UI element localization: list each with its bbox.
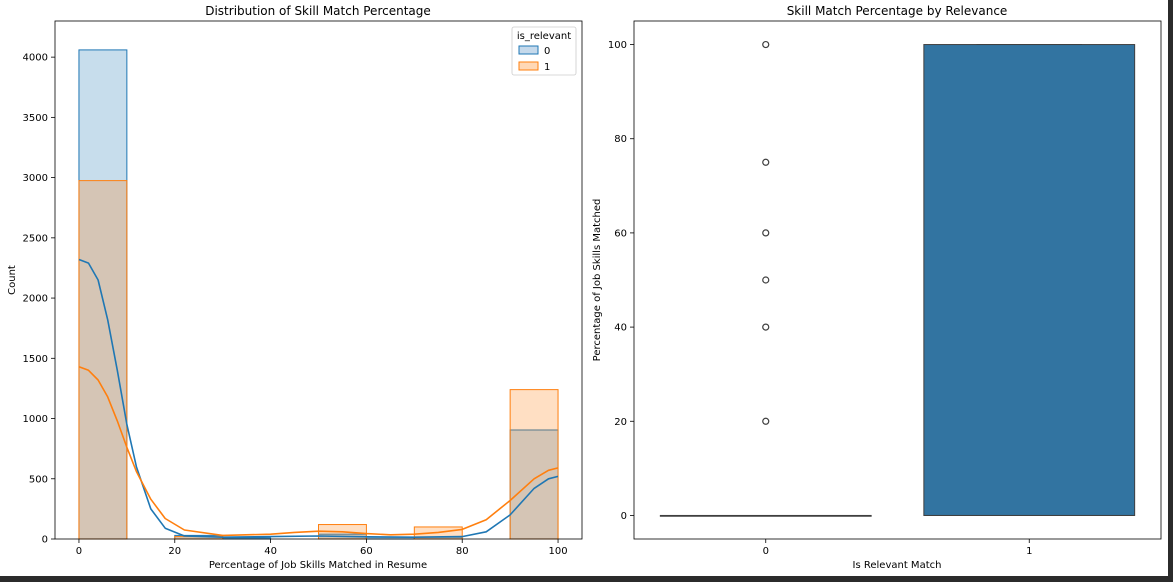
hist-x-label: Percentage of Job Skills Matched in Resu…	[209, 560, 427, 571]
legend-swatch-0	[518, 45, 539, 55]
hist-x-tick-label: 60	[360, 546, 373, 557]
hist-x-tick-label: 100	[548, 546, 567, 557]
window-bottom-edge	[0, 576, 1173, 582]
window-right-edge	[1168, 0, 1173, 576]
hist-bar-1	[509, 389, 559, 540]
hist-title: Distribution of Skill Match Percentage	[205, 4, 431, 18]
hist-x-ticks: 0 20 40 60 80 100	[76, 539, 568, 557]
legend: is_relevant 0 1	[511, 26, 577, 76]
box-y-label: Percentage of Job Skills Matched	[592, 199, 603, 362]
box-y-tick-label: 20	[614, 417, 627, 428]
box-plot-frame	[633, 20, 1162, 540]
hist-y-tick-label: 2000	[23, 294, 48, 305]
hist-bars	[78, 49, 559, 540]
hist-y-ticks: 0 500 1000 1500 2000 2500 3000 3500 4000	[23, 53, 55, 546]
box-marks	[659, 40, 1136, 517]
box-outlier-0	[762, 276, 770, 284]
hist-x-tick-label: 40	[264, 546, 277, 557]
hist-y-tick-label: 1000	[23, 414, 48, 425]
box-outlier-0	[762, 229, 770, 237]
hist-x-tick-label: 20	[168, 546, 181, 557]
legend-label-1: 1	[544, 62, 550, 73]
legend-title: is_relevant	[517, 31, 571, 42]
hist-kde-line-0	[78, 258, 559, 538]
hist-kde-line-1	[78, 365, 559, 537]
box-y-tick-label: 60	[614, 228, 627, 239]
box-outlier-0	[762, 40, 770, 49]
hist-y-tick-label: 1500	[23, 354, 48, 365]
box-y-tick-label: 40	[614, 323, 627, 334]
hist-y-label: Count	[7, 265, 18, 295]
hist-y-tick-label: 3000	[23, 173, 48, 184]
box-y-tick-label: 100	[608, 40, 627, 51]
hist-y-tick-label: 2500	[23, 233, 48, 244]
box-title: Skill Match Percentage by Relevance	[787, 4, 1008, 18]
box-x-tick-label: 0	[763, 546, 769, 557]
box-outlier-0	[762, 417, 770, 425]
box-y-tick-label: 0	[621, 511, 627, 522]
legend-swatch-1	[518, 61, 539, 71]
histogram-chart: Distribution of Skill Match Percentage 0…	[7, 4, 583, 571]
box-y-ticks: 0 20 40 60 80 100	[608, 40, 634, 522]
hist-x-tick-label: 0	[76, 546, 82, 557]
hist-plot-frame	[54, 20, 583, 540]
legend-label-0: 0	[544, 46, 550, 57]
hist-y-tick-label: 500	[29, 474, 48, 485]
box-outlier-0	[762, 158, 770, 166]
hist-y-tick-label: 3500	[23, 113, 48, 124]
hist-y-tick-label: 4000	[23, 53, 48, 64]
hist-bar-1	[78, 180, 128, 540]
hist-x-tick-label: 80	[456, 546, 469, 557]
box-body-1	[923, 44, 1136, 516]
hist-bar-0	[509, 429, 559, 540]
boxplot-chart: Skill Match Percentage by Relevance 0 20 4…	[592, 4, 1162, 571]
box-x-tick-label: 1	[1026, 546, 1032, 557]
box-y-tick-label: 80	[614, 134, 627, 145]
box-x-label: Is Relevant Match	[853, 560, 942, 571]
box-outlier-0	[762, 323, 770, 331]
hist-kde-lines	[78, 258, 559, 538]
hist-y-tick-label: 0	[42, 535, 48, 546]
